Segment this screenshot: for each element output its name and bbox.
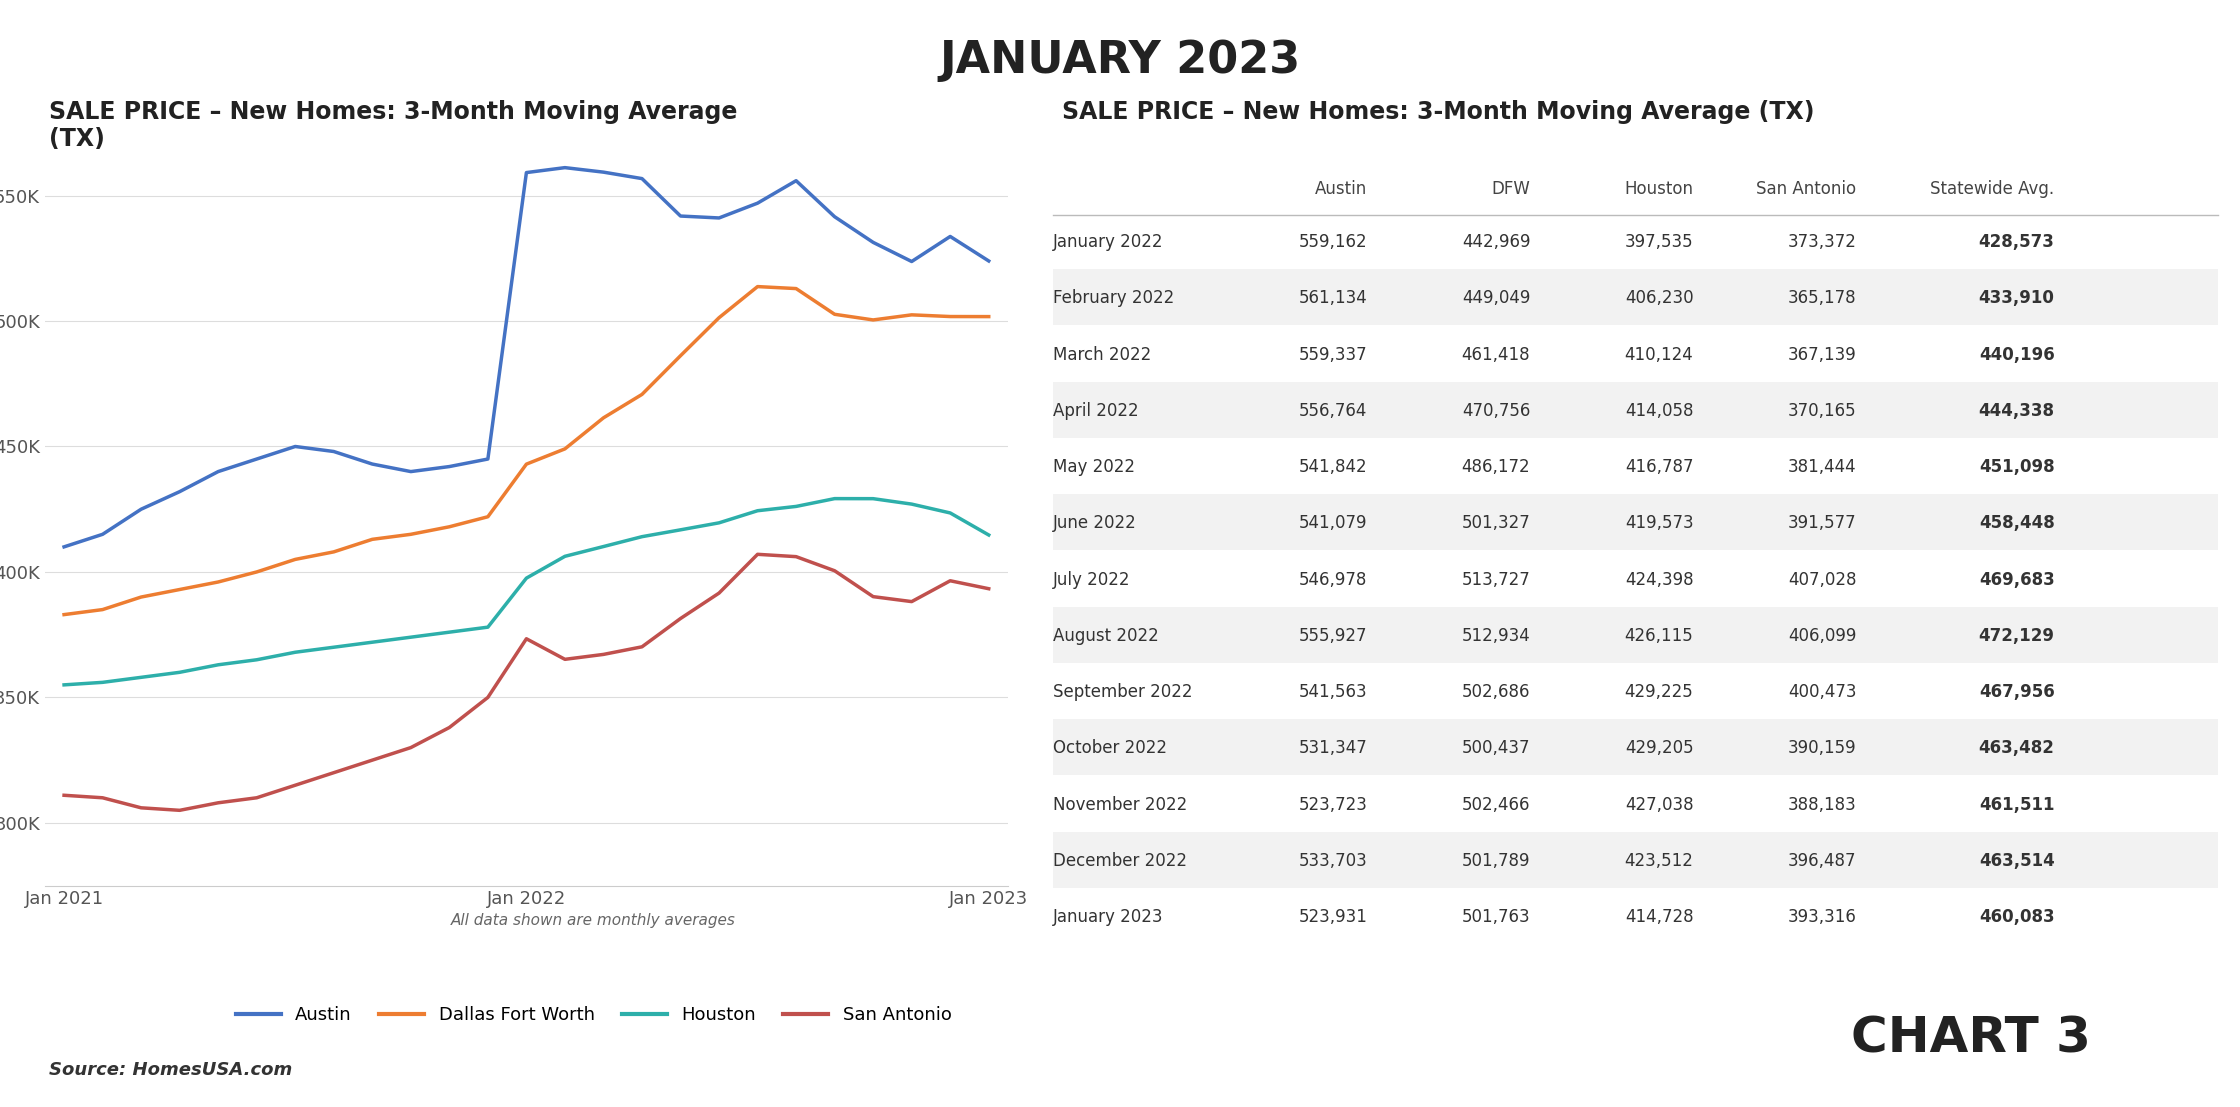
Text: 556,764: 556,764 xyxy=(1299,402,1366,420)
Text: 559,162: 559,162 xyxy=(1299,232,1366,251)
Text: 546,978: 546,978 xyxy=(1299,570,1366,589)
Text: Statewide Avg.: Statewide Avg. xyxy=(1931,180,2054,198)
Text: 523,723: 523,723 xyxy=(1299,796,1366,814)
Text: 559,337: 559,337 xyxy=(1299,345,1366,363)
Text: March 2022: March 2022 xyxy=(1053,345,1151,363)
Text: 397,535: 397,535 xyxy=(1624,232,1693,251)
Text: January 2023: January 2023 xyxy=(1053,909,1163,927)
Text: 400,473: 400,473 xyxy=(1788,683,1857,701)
Text: Source: HomesUSA.com: Source: HomesUSA.com xyxy=(49,1062,293,1079)
Text: 442,969: 442,969 xyxy=(1463,232,1530,251)
Text: 427,038: 427,038 xyxy=(1624,796,1693,814)
Text: All data shown are monthly averages: All data shown are monthly averages xyxy=(450,913,737,929)
Text: 541,842: 541,842 xyxy=(1299,458,1366,476)
Text: 407,028: 407,028 xyxy=(1788,570,1857,589)
Text: 429,225: 429,225 xyxy=(1624,683,1693,701)
Text: November 2022: November 2022 xyxy=(1053,796,1187,814)
Text: 419,573: 419,573 xyxy=(1624,515,1693,532)
Text: October 2022: October 2022 xyxy=(1053,739,1167,757)
Text: 416,787: 416,787 xyxy=(1624,458,1693,476)
Text: 461,418: 461,418 xyxy=(1463,345,1530,363)
Text: 390,159: 390,159 xyxy=(1788,739,1857,757)
Text: August 2022: August 2022 xyxy=(1053,627,1158,645)
Text: JANUARY 2023: JANUARY 2023 xyxy=(939,39,1301,82)
Text: 424,398: 424,398 xyxy=(1624,570,1693,589)
Text: 370,165: 370,165 xyxy=(1788,402,1857,420)
Text: 423,512: 423,512 xyxy=(1624,852,1693,870)
Text: DFW: DFW xyxy=(1492,180,1530,198)
Text: 470,756: 470,756 xyxy=(1463,402,1530,420)
Text: 414,728: 414,728 xyxy=(1624,909,1693,927)
FancyBboxPatch shape xyxy=(1053,720,2218,776)
Text: 460,083: 460,083 xyxy=(1978,909,2054,927)
Text: 367,139: 367,139 xyxy=(1788,345,1857,363)
Text: 467,956: 467,956 xyxy=(1978,683,2054,701)
Legend: Austin, Dallas Fort Worth, Houston, San Antonio: Austin, Dallas Fort Worth, Houston, San … xyxy=(228,1000,959,1032)
Text: 365,178: 365,178 xyxy=(1788,289,1857,308)
Text: 414,058: 414,058 xyxy=(1624,402,1693,420)
Text: 449,049: 449,049 xyxy=(1463,289,1530,308)
Text: 561,134: 561,134 xyxy=(1299,289,1366,308)
Text: 381,444: 381,444 xyxy=(1788,458,1857,476)
Text: 391,577: 391,577 xyxy=(1788,515,1857,532)
Text: CHART 3: CHART 3 xyxy=(1850,1015,2092,1063)
Text: 502,466: 502,466 xyxy=(1463,796,1530,814)
Text: April 2022: April 2022 xyxy=(1053,402,1138,420)
Text: 501,763: 501,763 xyxy=(1463,909,1530,927)
Text: 472,129: 472,129 xyxy=(1978,627,2054,645)
Text: 533,703: 533,703 xyxy=(1299,852,1366,870)
Text: June 2022: June 2022 xyxy=(1053,515,1136,532)
Text: 388,183: 388,183 xyxy=(1788,796,1857,814)
Text: 373,372: 373,372 xyxy=(1788,232,1857,251)
Text: 463,482: 463,482 xyxy=(1978,739,2054,757)
Text: February 2022: February 2022 xyxy=(1053,289,1174,308)
Text: 458,448: 458,448 xyxy=(1978,515,2054,532)
Text: 410,124: 410,124 xyxy=(1624,345,1693,363)
Text: San Antonio: San Antonio xyxy=(1756,180,1857,198)
Text: Austin: Austin xyxy=(1315,180,1366,198)
Text: 501,789: 501,789 xyxy=(1463,852,1530,870)
Text: 396,487: 396,487 xyxy=(1788,852,1857,870)
Text: 523,931: 523,931 xyxy=(1299,909,1366,927)
Text: December 2022: December 2022 xyxy=(1053,852,1187,870)
Text: 512,934: 512,934 xyxy=(1463,627,1530,645)
FancyBboxPatch shape xyxy=(1053,382,2218,437)
FancyBboxPatch shape xyxy=(1053,607,2218,663)
FancyBboxPatch shape xyxy=(1053,494,2218,550)
Text: January 2022: January 2022 xyxy=(1053,232,1163,251)
Text: 433,910: 433,910 xyxy=(1978,289,2054,308)
Text: 513,727: 513,727 xyxy=(1463,570,1530,589)
Text: 428,573: 428,573 xyxy=(1978,232,2054,251)
Text: 406,230: 406,230 xyxy=(1624,289,1693,308)
Text: SALE PRICE – New Homes: 3-Month Moving Average
(TX): SALE PRICE – New Homes: 3-Month Moving A… xyxy=(49,100,737,152)
Text: 461,511: 461,511 xyxy=(1978,796,2054,814)
Text: 531,347: 531,347 xyxy=(1299,739,1366,757)
FancyBboxPatch shape xyxy=(1053,831,2218,888)
Text: 393,316: 393,316 xyxy=(1788,909,1857,927)
FancyBboxPatch shape xyxy=(1053,269,2218,325)
Text: 502,686: 502,686 xyxy=(1463,683,1530,701)
Text: 486,172: 486,172 xyxy=(1463,458,1530,476)
Text: 429,205: 429,205 xyxy=(1624,739,1693,757)
Text: 440,196: 440,196 xyxy=(1978,345,2054,363)
Text: September 2022: September 2022 xyxy=(1053,683,1192,701)
Text: SALE PRICE – New Homes: 3-Month Moving Average (TX): SALE PRICE – New Homes: 3-Month Moving A… xyxy=(1062,100,1814,124)
Text: 501,327: 501,327 xyxy=(1463,515,1530,532)
Text: May 2022: May 2022 xyxy=(1053,458,1136,476)
Text: July 2022: July 2022 xyxy=(1053,570,1131,589)
Text: 500,437: 500,437 xyxy=(1463,739,1530,757)
Text: 541,079: 541,079 xyxy=(1299,515,1366,532)
Text: 444,338: 444,338 xyxy=(1978,402,2054,420)
Text: 426,115: 426,115 xyxy=(1624,627,1693,645)
Text: 463,514: 463,514 xyxy=(1978,852,2054,870)
Text: Houston: Houston xyxy=(1624,180,1693,198)
Text: 541,563: 541,563 xyxy=(1299,683,1366,701)
Text: 469,683: 469,683 xyxy=(1978,570,2054,589)
Text: 451,098: 451,098 xyxy=(1978,458,2054,476)
Text: 406,099: 406,099 xyxy=(1788,627,1857,645)
Text: 555,927: 555,927 xyxy=(1299,627,1366,645)
